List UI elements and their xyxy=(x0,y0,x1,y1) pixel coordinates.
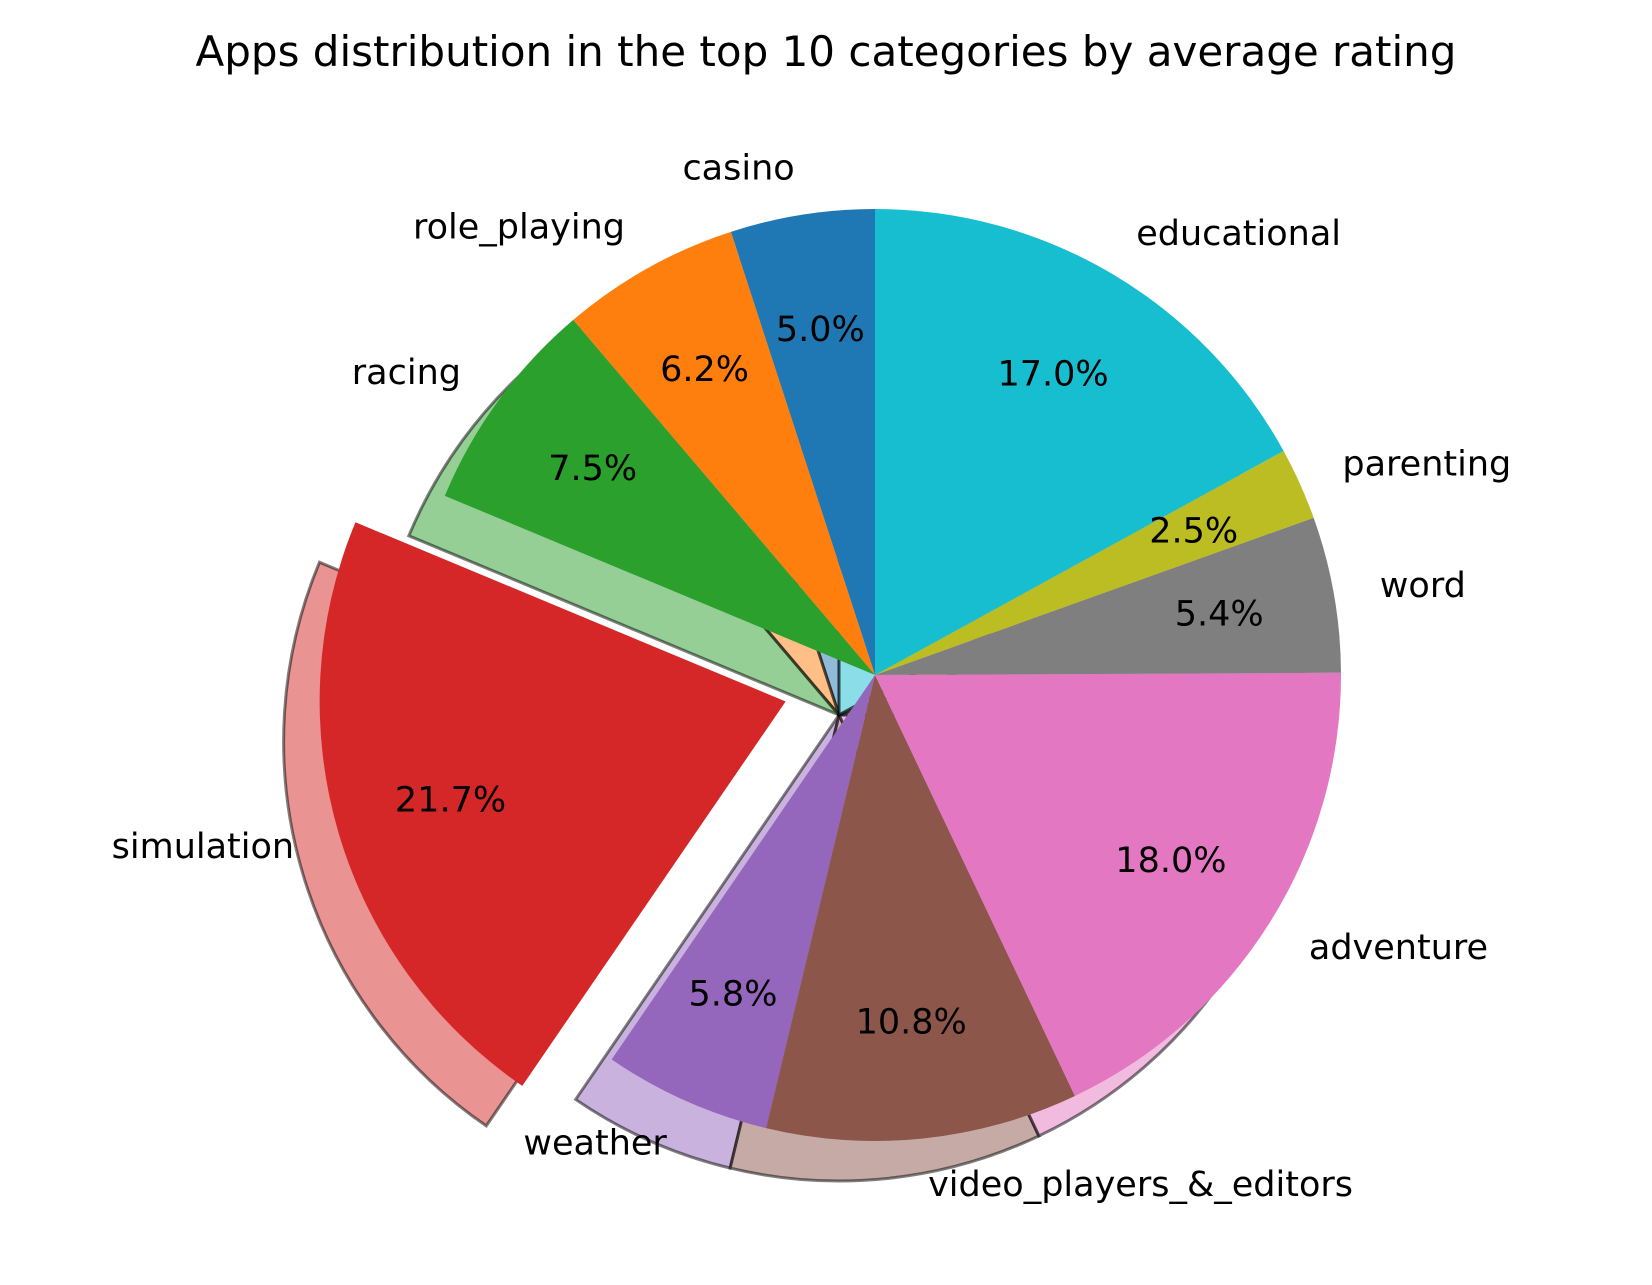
pct-label-casino: 5.0% xyxy=(776,310,865,350)
slice-educational xyxy=(875,209,1284,675)
slice-label-word: word xyxy=(1380,566,1466,606)
pie-slices xyxy=(319,209,1341,1142)
slice-racing xyxy=(444,319,875,675)
slice-label-casino: casino xyxy=(682,149,794,189)
slice-adventure xyxy=(875,672,1341,1096)
pct-label-weather: 5.8% xyxy=(689,974,778,1014)
pct-label-role-playing: 6.2% xyxy=(660,350,749,390)
slice-labels: casino 5.0% role_playing 6.2% racing 7.5% simu… xyxy=(112,149,1512,1205)
slice-weather xyxy=(611,675,875,1129)
slice-video-players-editors xyxy=(766,675,1075,1142)
slice-label-parenting: parenting xyxy=(1342,445,1511,485)
slice-label-educational: educational xyxy=(1136,214,1341,254)
slice-label-racing: racing xyxy=(352,353,461,393)
pct-label-racing: 7.5% xyxy=(548,449,637,489)
pct-label-video-players-editors: 10.8% xyxy=(856,1003,967,1043)
pct-label-parenting: 2.5% xyxy=(1149,512,1238,552)
pct-label-simulation: 21.7% xyxy=(395,781,506,821)
pct-label-word: 5.4% xyxy=(1175,594,1264,634)
pct-label-educational: 17.0% xyxy=(998,354,1109,394)
slice-casino xyxy=(730,209,875,675)
slice-simulation xyxy=(319,522,786,1086)
slice-label-simulation: simulation xyxy=(112,827,294,867)
slice-parenting xyxy=(875,450,1314,675)
slice-label-video-players-editors: video_players_&_editors xyxy=(928,1165,1353,1205)
slice-role-playing xyxy=(573,231,875,675)
slice-label-role-playing: role_playing xyxy=(413,208,625,248)
slice-label-weather: weather xyxy=(523,1123,667,1163)
chart-title: Apps distribution in the top 10 categori… xyxy=(196,27,1457,76)
slice-word xyxy=(875,517,1341,675)
slice-label-adventure: adventure xyxy=(1309,928,1488,968)
pct-label-adventure: 18.0% xyxy=(1115,841,1226,881)
